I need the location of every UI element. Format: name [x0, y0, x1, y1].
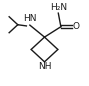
Text: H₂N: H₂N	[50, 3, 67, 12]
Text: O: O	[73, 22, 80, 31]
Text: NH: NH	[38, 62, 51, 71]
Text: HN: HN	[23, 14, 36, 23]
